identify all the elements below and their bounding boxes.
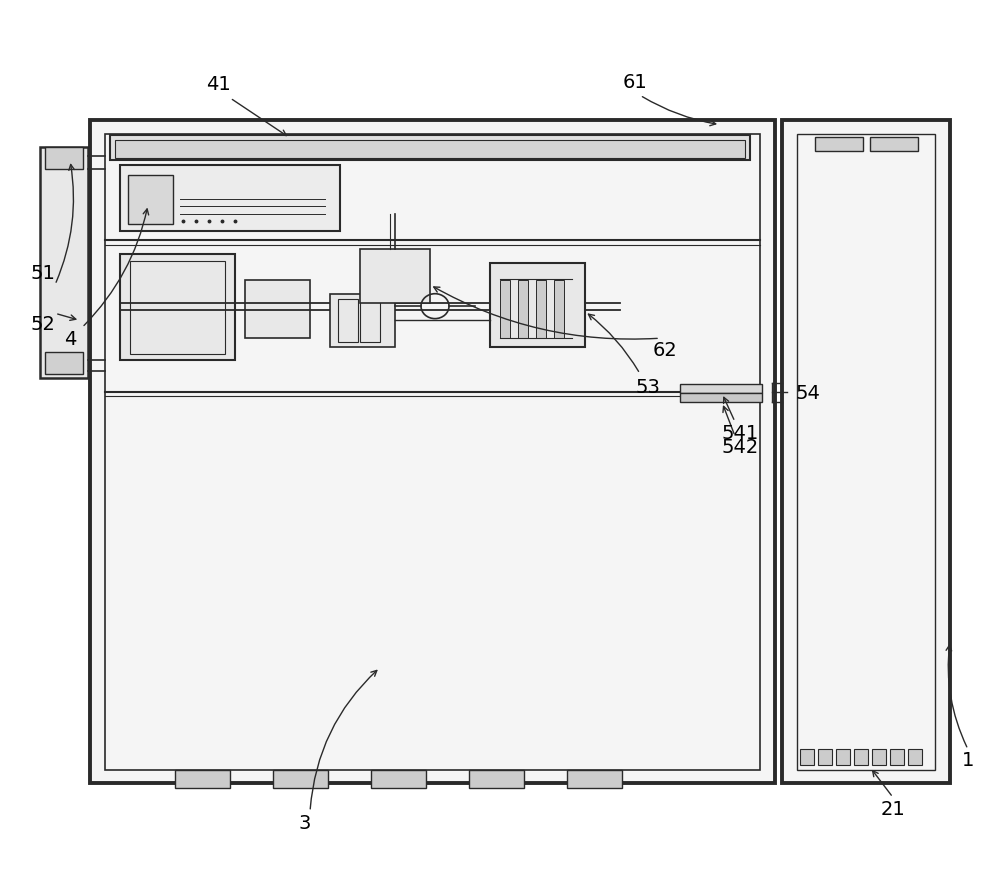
Bar — [890, 749, 904, 765]
Text: 62: 62 — [653, 341, 677, 360]
Bar — [854, 749, 868, 765]
Bar — [110, 135, 750, 160]
Bar — [782, 120, 950, 783]
Bar — [836, 749, 850, 765]
Bar — [45, 147, 83, 169]
Text: 52: 52 — [31, 315, 55, 335]
Text: 3: 3 — [299, 813, 311, 833]
Text: 61: 61 — [623, 73, 647, 93]
Bar — [870, 137, 918, 151]
Bar — [469, 770, 524, 788]
Bar — [105, 134, 760, 770]
Bar — [90, 120, 775, 783]
Bar — [360, 299, 380, 342]
Bar — [815, 137, 863, 151]
Text: 41: 41 — [206, 75, 230, 94]
Bar — [360, 249, 430, 303]
Bar — [330, 294, 395, 347]
Bar — [273, 770, 328, 788]
Bar — [797, 134, 935, 770]
Bar — [500, 280, 510, 338]
Bar — [554, 280, 564, 338]
Text: 541: 541 — [721, 424, 759, 443]
Bar — [872, 749, 886, 765]
Text: 53: 53 — [636, 377, 660, 397]
Bar — [128, 175, 173, 224]
Bar — [120, 165, 340, 231]
Text: 51: 51 — [31, 263, 55, 283]
Text: 4: 4 — [64, 330, 76, 350]
Bar — [518, 280, 528, 338]
Bar — [800, 749, 814, 765]
Bar — [120, 254, 235, 360]
Bar — [567, 770, 622, 788]
Text: 1: 1 — [962, 751, 974, 771]
Bar — [536, 280, 546, 338]
Bar — [45, 352, 83, 374]
Bar — [908, 749, 922, 765]
Bar — [245, 280, 310, 338]
Text: 54: 54 — [796, 384, 820, 403]
Bar — [680, 393, 762, 402]
Text: 542: 542 — [721, 438, 759, 457]
Bar — [371, 770, 426, 788]
Bar — [818, 749, 832, 765]
Bar — [490, 263, 585, 347]
Bar — [680, 384, 762, 393]
Bar — [130, 261, 225, 354]
Bar — [175, 770, 230, 788]
Bar — [40, 147, 88, 378]
Bar — [338, 299, 358, 342]
Bar — [115, 140, 745, 158]
Text: 21: 21 — [881, 800, 905, 820]
